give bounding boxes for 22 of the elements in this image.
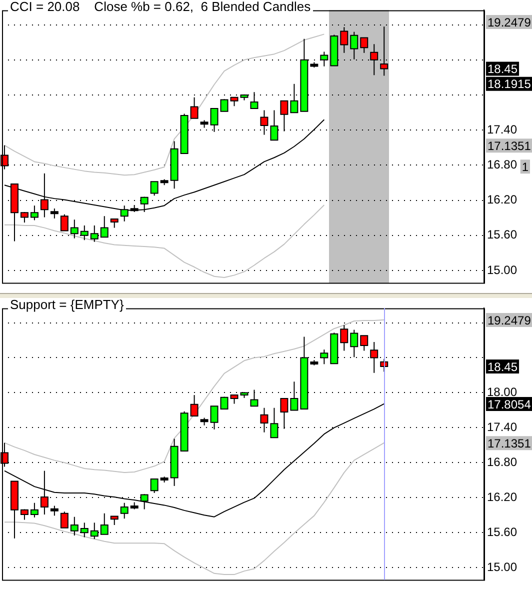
y-tick-label: 16.20 — [487, 192, 518, 207]
y-tick-label: 17.40 — [487, 122, 518, 136]
chart-title: CCI = 20.08 Close %b = 0.62, 6 Blended Candles — [8, 0, 313, 14]
y-tick-label: 15.60 — [487, 524, 518, 539]
y-tick-label: 15.60 — [487, 228, 518, 242]
text: 19.2479 — [488, 313, 532, 328]
text: 17.1351 — [488, 138, 532, 153]
text: 17.8054 — [488, 397, 532, 412]
y-tick-label: 16.80 — [487, 454, 518, 469]
text: 18.45 — [488, 360, 518, 374]
y-tick-label: 15.00 — [487, 262, 518, 277]
text: 1 — [522, 160, 529, 174]
y-tick-label: 17.40 — [487, 420, 518, 434]
chart-title: Support = {EMPTY} — [8, 297, 126, 312]
y-tick-label: 16.80 — [487, 158, 518, 172]
text: 18.45 — [488, 62, 518, 76]
y-tick-label: 15.00 — [487, 560, 518, 574]
text: 17.1351 — [488, 436, 532, 450]
y-tick-label: 16.20 — [487, 490, 518, 504]
text: 18.1915 — [488, 77, 532, 92]
y-tick-label: 18.00 — [487, 385, 518, 400]
text: 19.2479 — [488, 15, 532, 30]
